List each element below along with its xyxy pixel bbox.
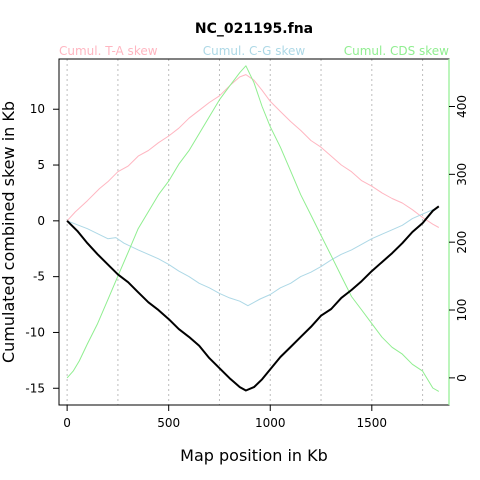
chart-title: NC_021195.fna <box>195 21 313 37</box>
legend-entry: Cumul. T-A skew <box>59 44 158 58</box>
y-tick-label: -15 <box>25 381 45 395</box>
y2-tick-label: 0 <box>455 374 469 382</box>
y-tick-label: 5 <box>37 158 45 172</box>
y-tick-label: 10 <box>30 102 45 116</box>
series-line-0 <box>66 74 440 228</box>
series-layer <box>66 65 440 392</box>
y2-tick-label: 400 <box>455 95 469 118</box>
x-tick-label: 1000 <box>255 416 286 430</box>
y2-tick-label: 100 <box>455 299 469 322</box>
x-axis: 0 500 1000 1500 <box>63 405 387 430</box>
y-tick-label: 0 <box>37 214 45 228</box>
y-axis-left: -15 -10 -5 0 5 10 <box>25 102 59 395</box>
x-tick-label: 500 <box>157 416 180 430</box>
y-axis-title: Cumulated combined skew in Kb <box>0 101 18 363</box>
y-axis-right: 0 100 200 300 400 <box>449 95 469 382</box>
legend-entry: Cumul. CDS skew <box>344 44 449 58</box>
y2-tick-label: 200 <box>455 231 469 254</box>
legend-entry: Cumul. C-G skew <box>203 44 306 58</box>
series-line-2 <box>66 65 440 392</box>
y-tick-label: -5 <box>33 270 45 284</box>
grid-lines <box>66 59 424 405</box>
series-line-3 <box>66 205 440 392</box>
x-tick-label: 1500 <box>357 416 388 430</box>
y2-tick-label: 300 <box>455 163 469 186</box>
y-tick-label: -10 <box>25 325 45 339</box>
x-tick-label: 0 <box>63 416 71 430</box>
x-axis-title: Map position in Kb <box>180 446 328 465</box>
series-line-1 <box>66 206 439 307</box>
chart-legend: Cumul. T-A skew Cumul. C-G skew Cumul. CDS… <box>59 44 449 58</box>
